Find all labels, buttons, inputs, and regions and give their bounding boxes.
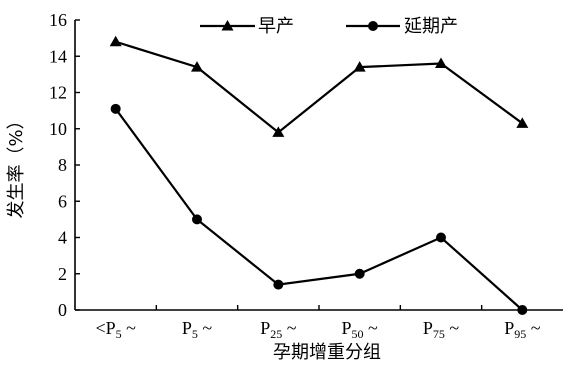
series-1-point [516,117,529,128]
series-1-point [191,61,203,72]
series-line-1 [115,40,523,134]
x-tick-suffix: ~ [198,318,213,338]
x-tick-subscript: 95 [514,327,526,341]
x-tick-suffix: ~ [364,318,379,338]
x-tick-subscript: 75 [433,327,445,341]
x-tick-subscript: 5 [192,327,198,341]
x-tick-suffix: ~ [445,318,460,338]
series-2-point [110,103,121,114]
x-tick-suffix: ~ [282,318,297,338]
legend-triangle-marker [221,20,234,31]
x-tick-subscript: 25 [270,327,282,341]
x-axis-title: 孕期增重分组 [273,342,381,363]
x-tick-label: P95 ~ [504,318,541,341]
x-tick-base: P [423,318,433,338]
y-tick-label: 6 [58,191,67,211]
y-tick-label: 10 [49,119,67,139]
y-tick-label: 4 [58,228,67,248]
x-tick-label: P50 ~ [342,318,379,341]
series-2-point [436,232,446,243]
legend-circle-marker [368,21,378,31]
x-tick-label: P75 ~ [423,318,460,341]
y-tick-label: 2 [58,264,67,284]
x-tick-base: P [342,318,352,338]
series-1-point [435,57,447,68]
x-tick-base: P [106,318,116,338]
series-1-point [353,61,366,72]
series-2-point [192,214,202,225]
x-tick-suffix: ~ [122,318,136,338]
series-1-point [272,126,285,137]
y-tick-label: 12 [49,83,67,103]
y-tick-label: 14 [49,46,67,66]
series-1-point [109,35,122,47]
legend-label-1: 早产 [258,16,294,37]
x-tick-base: P [260,318,270,338]
x-tick-subscript: 50 [352,327,364,341]
y-tick-label: 8 [58,155,67,175]
x-tick-prefix: < [95,318,105,338]
x-tick-label: P25 ~ [260,318,297,341]
y-axis-title: 发生率（%） [6,111,27,218]
x-tick-subscript: 5 [116,327,122,341]
x-tick-label: P5 ~ [182,318,213,341]
y-tick-label: 16 [49,10,67,30]
x-tick-suffix: ~ [526,318,541,338]
series-line-2 [114,108,524,311]
series-2-point [273,279,284,290]
series-2-point [517,305,528,315]
series-2-point [354,268,365,279]
x-tick-base: P [182,318,192,338]
legend-label-2: 延期产 [404,16,458,37]
x-tick-base: P [504,318,514,338]
x-tick-label: <P5 ~ [95,318,136,341]
y-tick-label: 0 [58,300,67,320]
